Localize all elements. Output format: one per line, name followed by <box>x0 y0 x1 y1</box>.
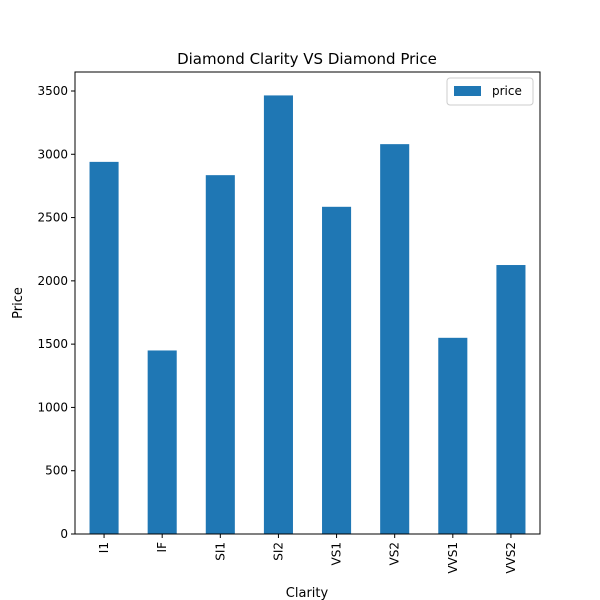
legend-swatch <box>454 86 481 96</box>
bar-vs1 <box>322 206 352 535</box>
chart-title: Diamond Clarity VS Diamond Price <box>177 50 437 68</box>
y-tick-label: 3500 <box>37 84 68 98</box>
y-axis-label: Price <box>11 287 26 319</box>
y-tick-label: 0 <box>60 527 68 541</box>
bar-si2 <box>263 95 293 535</box>
y-tick-label: 1000 <box>37 400 68 414</box>
x-tick-label: VS2 <box>388 542 402 565</box>
y-tick-label: 1500 <box>37 337 68 351</box>
plot-frame <box>74 71 541 535</box>
y-tick-label: 2500 <box>37 211 68 225</box>
y-axis: 0 500 1000 1500 2000 2500 3000 3500 <box>37 84 75 541</box>
x-tick-label: VVS1 <box>446 542 460 574</box>
x-tick-label: IF <box>155 542 169 553</box>
x-axis-label: Clarity <box>286 586 329 600</box>
y-tick-label: 2000 <box>37 274 68 288</box>
x-tick-label: SI1 <box>213 542 227 561</box>
x-tick-label: VVS2 <box>504 542 518 574</box>
legend: price <box>446 77 534 106</box>
x-axis: I1 IF SI1 SI2 VS1 VS2 VVS1 VVS2 <box>97 534 518 574</box>
bars-group <box>89 95 526 535</box>
x-tick-label: VS1 <box>330 542 344 565</box>
x-tick-label: I1 <box>97 542 111 553</box>
bar-if <box>147 350 177 534</box>
bar-si1 <box>205 175 235 534</box>
y-tick-label: 500 <box>45 464 68 478</box>
bar-i1 <box>89 161 119 534</box>
x-tick-label: SI2 <box>271 542 285 561</box>
y-tick-label: 3000 <box>37 147 68 161</box>
bar-vvs1 <box>438 337 468 534</box>
legend-label: price <box>492 84 522 98</box>
bar-vs2 <box>380 144 410 534</box>
bar-vvs2 <box>496 265 526 534</box>
legend-box <box>446 77 534 106</box>
